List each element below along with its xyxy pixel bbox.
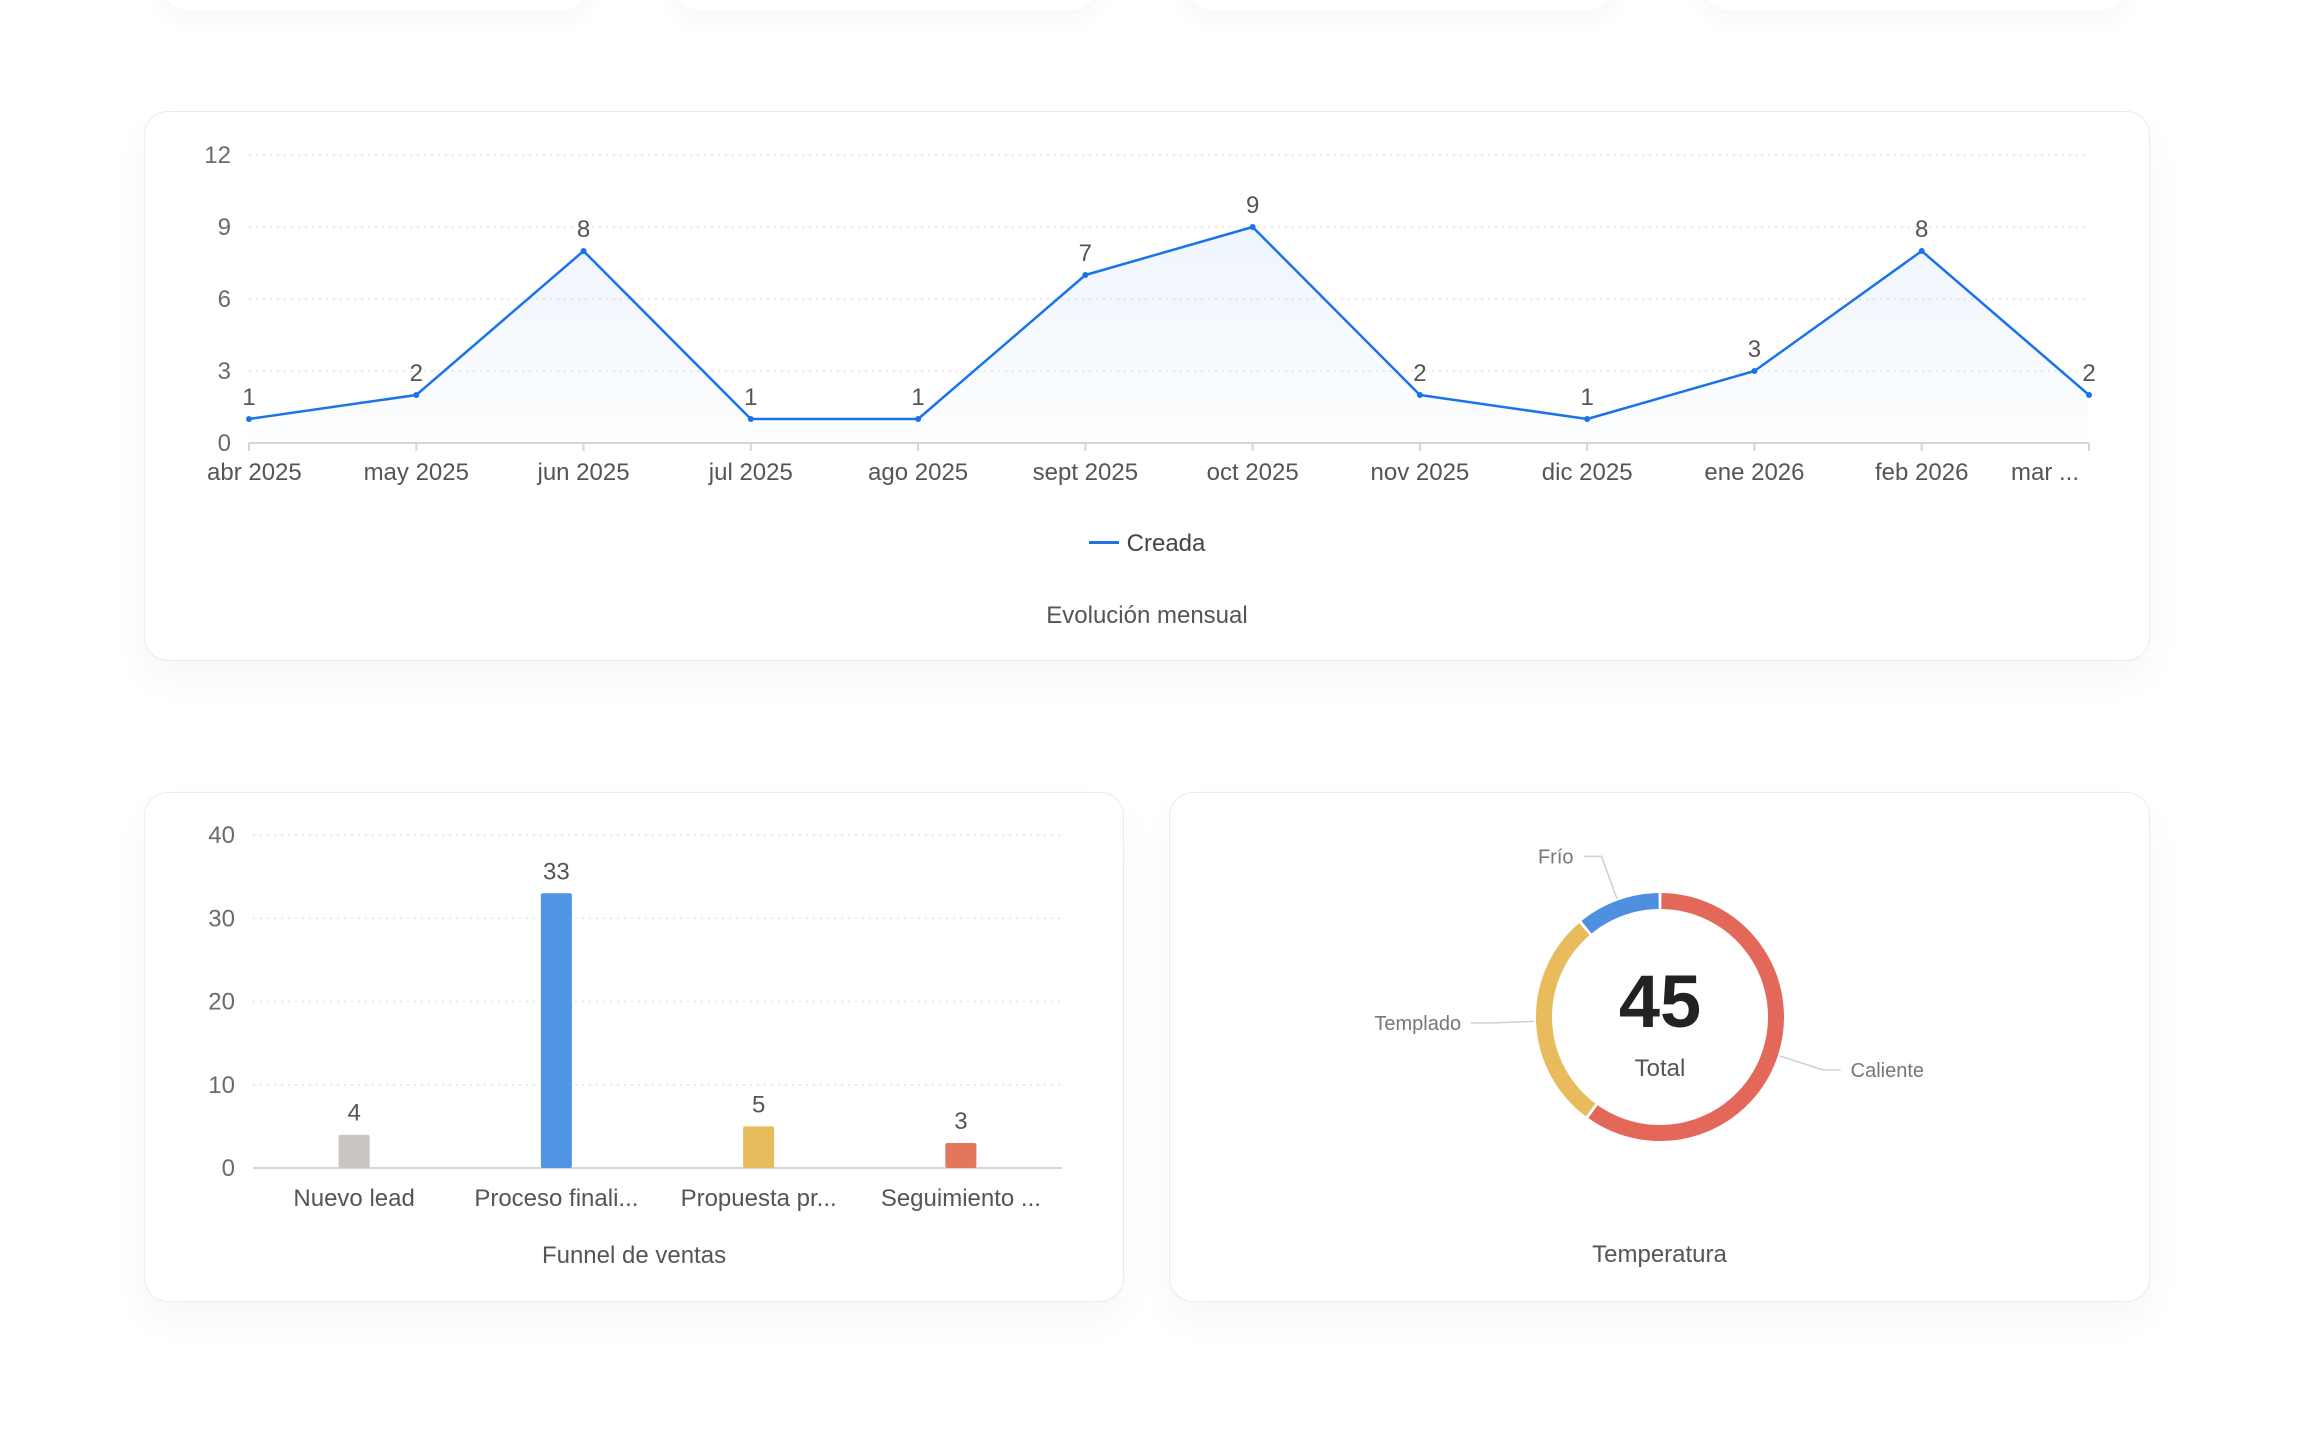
x-tick-label: ago 2025 — [868, 459, 968, 486]
donut-total-value: 45 — [1618, 960, 1702, 1043]
top-card-edge — [1700, 0, 2130, 10]
x-tick-label: Seguimiento ... — [881, 1185, 1041, 1212]
data-point[interactable] — [1918, 248, 1925, 254]
bar[interactable] — [338, 1134, 370, 1168]
chart-title: Funnel de ventas — [541, 1242, 727, 1269]
chart-legend[interactable]: Creada — [145, 530, 2149, 558]
data-point[interactable] — [246, 416, 252, 422]
donut-slice[interactable] — [1581, 893, 1659, 934]
x-tick-label: jun 2025 — [536, 459, 629, 486]
monthly-evolution-card: 0 3 6 9 12 1 2 8 1 1 7 9 2 1 3 8 2 abr 2025 may 2025 jun 20… — [144, 111, 2150, 661]
x-tick-label: sept 2025 — [1033, 459, 1138, 486]
chart-title: Evolución mensual — [1046, 602, 1248, 629]
slice-label: Templado — [1374, 1013, 1461, 1035]
bar[interactable] — [540, 893, 572, 1168]
x-tick-label: ene 2026 — [1704, 459, 1804, 486]
series-area — [249, 227, 2089, 443]
y-tick-label: 40 — [208, 822, 235, 849]
data-label: 1 — [911, 384, 924, 411]
x-tick-label: dic 2025 — [1542, 459, 1633, 486]
data-label: 33 — [543, 858, 570, 885]
data-point[interactable] — [413, 392, 420, 398]
data-label: 3 — [1748, 336, 1761, 363]
top-card-row-edge — [0, 0, 2324, 40]
data-point[interactable] — [2086, 392, 2092, 398]
y-tick-label: 9 — [218, 214, 231, 241]
slice-label: Caliente — [1851, 1060, 1924, 1082]
x-tick-label: may 2025 — [364, 459, 469, 486]
y-tick-label: 12 — [204, 142, 231, 169]
y-tick-label: 6 — [218, 286, 231, 313]
chart-title: Temperatura — [1592, 1241, 1727, 1268]
data-label: 2 — [2082, 360, 2095, 387]
data-label: 4 — [347, 1100, 360, 1127]
data-point[interactable] — [915, 416, 922, 422]
data-label: 2 — [1413, 360, 1426, 387]
slice-leader-line — [1779, 1055, 1841, 1071]
top-card-edge — [1185, 0, 1615, 10]
x-tick-label: Proceso finali... — [474, 1185, 638, 1212]
data-label: 2 — [410, 360, 423, 387]
y-tick-label: 3 — [218, 358, 231, 385]
data-label: 1 — [242, 384, 255, 411]
temperature-donut-chart: Caliente Templado Frío — [1374, 846, 1924, 1141]
legend-label: Creada — [1126, 530, 1206, 557]
data-point[interactable] — [1416, 392, 1423, 398]
data-label: 7 — [1079, 240, 1092, 267]
x-tick-label: oct 2025 — [1207, 459, 1299, 486]
data-label: 5 — [752, 1091, 765, 1118]
x-tick-label: Nuevo lead — [293, 1185, 414, 1212]
donut-slice[interactable] — [1536, 922, 1596, 1117]
top-card-edge — [160, 0, 590, 10]
x-tick-label: jul 2025 — [708, 459, 793, 486]
bar[interactable] — [743, 1126, 775, 1168]
y-tick-label: 20 — [208, 989, 235, 1016]
data-label: 1 — [744, 384, 757, 411]
data-label: 1 — [1581, 384, 1594, 411]
x-tick-label: nov 2025 — [1371, 459, 1470, 486]
top-card-edge — [670, 0, 1100, 10]
data-point[interactable] — [1584, 416, 1591, 422]
slice-leader-line — [1583, 855, 1618, 899]
data-label: 9 — [1246, 192, 1259, 219]
y-tick-label: 10 — [208, 1072, 235, 1099]
y-tick-label: 0 — [222, 1155, 235, 1182]
sales-funnel-card: 0 10 20 30 40 4 Nuevo lead 33 Proceso finali... 5… — [144, 792, 1124, 1302]
legend-line-swatch — [1088, 541, 1119, 545]
donut-total-label: Total — [1634, 1055, 1686, 1082]
slice-label: Frío — [1538, 846, 1574, 868]
slice-leader-line — [1471, 1020, 1535, 1024]
x-tick-label: mar ... — [2011, 459, 2079, 486]
y-tick-label: 0 — [218, 430, 231, 457]
data-label: 8 — [1915, 216, 1928, 243]
x-tick-label: Propuesta pr... — [681, 1185, 837, 1212]
data-label: 3 — [954, 1108, 967, 1135]
data-label: 8 — [577, 216, 590, 243]
data-point[interactable] — [1751, 368, 1758, 374]
data-point[interactable] — [1082, 272, 1089, 278]
donut-slice[interactable] — [1588, 893, 1784, 1141]
temperature-card: Caliente Templado Frío 45 Total Temperatur… — [1169, 792, 2150, 1302]
y-tick-label: 30 — [208, 905, 235, 932]
sales-funnel-chart: 0 10 20 30 40 4 Nuevo lead 33 Proceso finali... 5… — [208, 822, 1062, 1212]
data-point[interactable] — [747, 416, 754, 422]
x-tick-label: abr 2025 — [207, 459, 302, 486]
series-line-creada[interactable] — [248, 225, 2090, 421]
data-point[interactable] — [580, 248, 587, 254]
x-tick-label: feb 2026 — [1875, 459, 1968, 486]
data-point[interactable] — [1249, 224, 1256, 230]
bar[interactable] — [945, 1143, 977, 1168]
